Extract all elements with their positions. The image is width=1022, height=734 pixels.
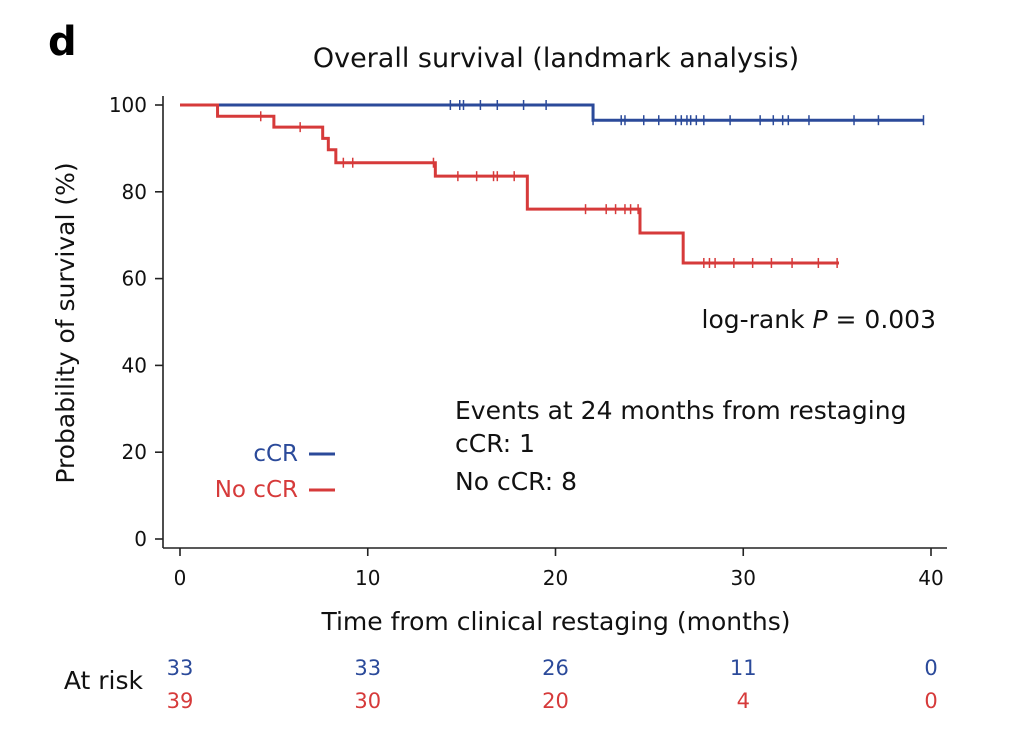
y-tick-label: 60 <box>122 267 147 291</box>
legend: cCR No cCR <box>215 441 335 503</box>
x-axis-label: Time from clinical restaging (months) <box>320 607 790 636</box>
x-ticks: 0 10 20 30 40 <box>174 548 944 590</box>
events-ccr: cCR: 1 <box>455 429 535 458</box>
events-title: Events at 24 months from restaging <box>455 396 906 425</box>
at-risk-value: 33 <box>354 656 381 680</box>
y-axis-label: Probability of survival (%) <box>51 162 80 483</box>
logrank-annotation: log-rank P = 0.003 <box>702 305 937 334</box>
panel-letter: d <box>48 19 77 65</box>
x-tick-label: 10 <box>355 566 380 590</box>
at-risk-value: 26 <box>542 656 569 680</box>
at-risk-value: 33 <box>167 656 194 680</box>
x-tick-label: 40 <box>918 566 943 590</box>
logrank-value: = 0.003 <box>828 305 936 334</box>
legend-label-no-ccr: No cCR <box>215 477 298 503</box>
y-tick-label: 40 <box>122 353 147 377</box>
chart-title: Overall survival (landmark analysis) <box>313 43 799 74</box>
at-risk-value: 39 <box>167 689 194 713</box>
curve-ccr <box>180 103 924 122</box>
y-tick-label: 100 <box>109 93 147 117</box>
y-tick-label: 20 <box>122 440 147 464</box>
at-risk-value: 0 <box>924 656 937 680</box>
events-no-ccr: No cCR: 8 <box>455 467 577 496</box>
at-risk-table: 33 33 26 11 0 39 30 20 4 0 <box>167 656 938 713</box>
x-tick-label: 30 <box>731 566 756 590</box>
at-risk-value: 20 <box>542 689 569 713</box>
logrank-p-symbol: P <box>813 305 829 334</box>
logrank-prefix: log-rank <box>702 305 813 334</box>
x-tick-label: 20 <box>543 566 568 590</box>
at-risk-value: 4 <box>737 689 750 713</box>
y-ticks: 0 20 40 60 80 100 <box>109 93 163 551</box>
curve-no-ccr <box>180 103 840 265</box>
at-risk-value: 11 <box>730 656 757 680</box>
at-risk-value: 30 <box>354 689 381 713</box>
at-risk-title: At risk <box>64 666 144 695</box>
y-tick-label: 80 <box>122 180 147 204</box>
at-risk-value: 0 <box>924 689 937 713</box>
y-tick-label: 0 <box>134 527 147 551</box>
x-tick-label: 0 <box>174 566 187 590</box>
survival-curves <box>180 100 925 268</box>
legend-label-ccr: cCR <box>253 441 298 467</box>
